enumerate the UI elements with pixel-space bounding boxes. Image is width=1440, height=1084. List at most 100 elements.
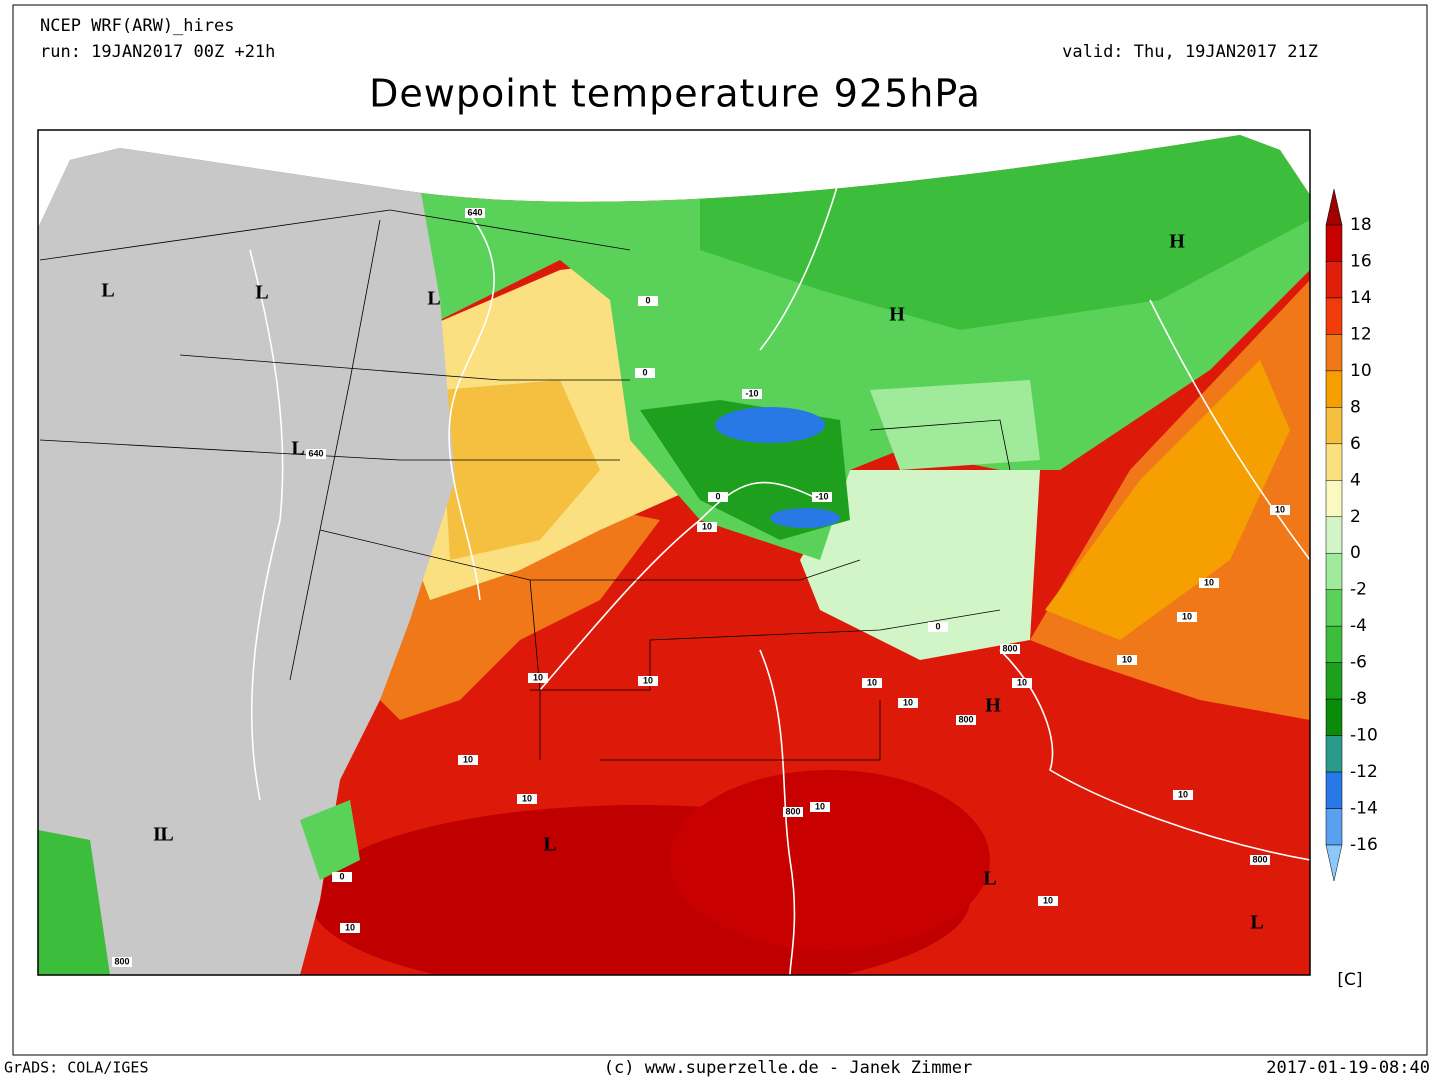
contours (249, 139, 1310, 975)
contour-label-bg (1117, 655, 1137, 665)
colorbar-label: 4 (1350, 470, 1361, 490)
contour-label: 10 (1178, 789, 1188, 799)
contour-label: 10 (815, 801, 825, 811)
contour-label-bg (708, 492, 728, 502)
contour-line (999, 649, 1310, 861)
contour-label: 10 (533, 672, 543, 682)
pressure-center: L (1250, 912, 1263, 934)
field-light-green (870, 380, 1040, 470)
pressure-center: L (153, 824, 166, 846)
colorbar-box (1325, 224, 1343, 262)
pressure-center: L (543, 834, 556, 856)
borders (39, 209, 1011, 761)
border-line (39, 209, 631, 261)
contour-label: 10 (702, 521, 712, 531)
contour-label: 640 (467, 207, 482, 217)
colorbar-label: -8 (1350, 689, 1367, 709)
contour-label: 10 (1204, 577, 1214, 587)
pressure-center: L (291, 438, 304, 460)
colorbar-box (1325, 370, 1343, 408)
colorbar-box (1325, 808, 1343, 846)
border-line (179, 354, 630, 381)
field-green (300, 800, 360, 880)
model-name: NCEP WRF(ARW)_hires (40, 16, 234, 36)
contour-label-bg (635, 368, 655, 378)
contour-label-bg (1173, 790, 1193, 800)
contour-label-bg (332, 872, 352, 882)
contour-label-bg (783, 807, 803, 817)
contour-label-bg (638, 296, 658, 306)
colorbar-label: 6 (1350, 434, 1361, 454)
contour-label-bg (898, 698, 918, 708)
contour-line (249, 249, 284, 801)
colorbar-label: 12 (1350, 324, 1372, 344)
colorbar-box (1325, 407, 1343, 445)
colorbar-label: 8 (1350, 397, 1361, 417)
contour-label: 10 (1017, 677, 1027, 687)
contour-label: 800 (958, 714, 973, 724)
contour-label: 800 (114, 956, 129, 966)
contour-label-bg (638, 676, 658, 686)
colorbar-box (1325, 334, 1343, 372)
contour-label-bg (742, 389, 762, 399)
contour-label-bg (812, 492, 832, 502)
contour-label-bg (306, 449, 326, 459)
contour-label-bg (465, 208, 485, 218)
contour-label-bg (810, 802, 830, 812)
contour-label: 800 (785, 806, 800, 816)
map-title: Dewpoint temperature 925hPa (369, 72, 981, 116)
colorbar-box (1325, 443, 1343, 481)
contour-label: 640 (308, 448, 323, 458)
contour-label: 10 (867, 677, 877, 687)
colorbar-label: -10 (1350, 726, 1378, 746)
field-blue (770, 508, 840, 528)
footer-timestamp: 2017-01-19-08:40 (1266, 1058, 1430, 1078)
colorbar-box (1325, 698, 1343, 736)
map-frame (37, 129, 1311, 976)
contour-label-bg (1270, 505, 1290, 515)
run-time: run: 19JAN2017 00Z +21h (40, 42, 275, 62)
contour-label: 10 (1043, 895, 1053, 905)
colorbar-box (1325, 625, 1343, 663)
contour-label-bg (1199, 578, 1219, 588)
outer-frame (12, 4, 1428, 1056)
footer-credit: (c) www.superzelle.de - Janek Zimmer (604, 1058, 972, 1078)
colorbar-unit: [C] (1337, 970, 1362, 990)
contour-label-bg (1250, 855, 1270, 865)
contour-label: 10 (1275, 504, 1285, 514)
contour-label-bg (528, 673, 548, 683)
colorbar-cap (1325, 844, 1343, 882)
field-light-green (800, 470, 1040, 660)
contour-label: -10 (745, 388, 758, 398)
contour-label: 10 (522, 793, 532, 803)
contour-line (759, 649, 796, 975)
pressure-center: H (1169, 231, 1185, 253)
colorbar-box (1325, 552, 1343, 590)
border-line (289, 219, 381, 681)
contour-label: 10 (463, 754, 473, 764)
contour-label-bg (697, 522, 717, 532)
contour-label: 0 (715, 491, 720, 501)
contour-label: 0 (339, 871, 344, 881)
colorbar-label: -14 (1350, 799, 1378, 819)
contour-label-bg (517, 794, 537, 804)
contour-label-bg (112, 957, 132, 967)
footer-software: GrADS: COLA/IGES (4, 1059, 149, 1077)
colorbar-label: 18 (1350, 215, 1372, 235)
pressure-center: L (427, 288, 440, 310)
border-line (319, 529, 861, 581)
field-no-data (38, 135, 455, 975)
contour-label-bg (1012, 678, 1032, 688)
contour-label-bg (1038, 896, 1058, 906)
colorbar-box (1325, 516, 1343, 554)
colorbar-box (1325, 771, 1343, 809)
contour-label: -10 (815, 491, 828, 501)
pressure-center: L (101, 280, 114, 302)
colorbar-box (1325, 589, 1343, 627)
contour-label: 0 (645, 295, 650, 305)
colorbar-box (1325, 735, 1343, 773)
contour-line (448, 214, 495, 601)
colorbar-label: 10 (1350, 361, 1372, 381)
